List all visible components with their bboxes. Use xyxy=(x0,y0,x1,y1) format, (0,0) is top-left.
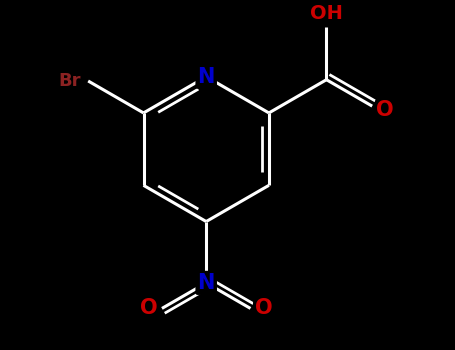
Text: Br: Br xyxy=(59,72,81,90)
Text: N: N xyxy=(197,67,215,87)
Text: O: O xyxy=(140,299,158,318)
Text: O: O xyxy=(255,299,273,318)
Text: O: O xyxy=(376,100,394,120)
Text: N: N xyxy=(197,273,215,293)
Text: OH: OH xyxy=(310,4,343,23)
